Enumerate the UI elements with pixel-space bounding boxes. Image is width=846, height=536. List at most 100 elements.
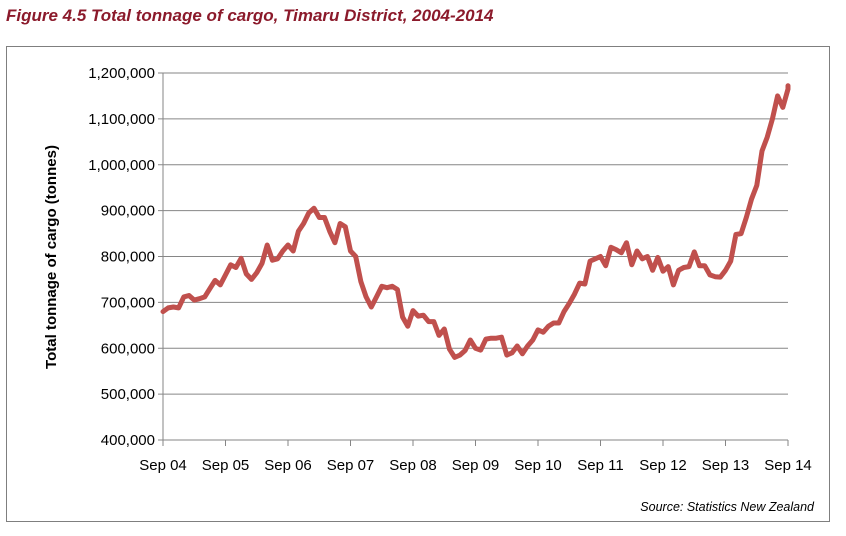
x-tick-label: Sep 09 (452, 457, 500, 474)
data-point (381, 285, 383, 287)
data-point (433, 321, 435, 323)
source-note: Source: Statistics New Zealand (640, 500, 815, 514)
data-point (537, 329, 539, 331)
data-point (474, 347, 477, 349)
y-tick-label: 600,000 (101, 340, 155, 357)
data-point (563, 311, 565, 313)
data-point (652, 269, 654, 271)
data-point (250, 278, 253, 280)
data-point (709, 274, 711, 276)
data-point (605, 265, 607, 267)
data-point (318, 216, 320, 219)
data-point (766, 136, 768, 138)
data-point (183, 296, 185, 298)
data-point (235, 266, 237, 269)
data-point (495, 337, 497, 339)
data-point (370, 306, 372, 308)
data-point (636, 250, 638, 252)
data-point (209, 288, 211, 290)
data-point (198, 298, 201, 300)
data-point (271, 259, 273, 261)
y-tick-label: 700,000 (101, 294, 155, 311)
x-tick-labels: Sep 04 Sep 05 Sep 06 Sep 07 Sep 08 Sep 09 Sep … (139, 457, 812, 474)
series-line (160, 83, 791, 360)
data-point (589, 260, 591, 262)
data-point (553, 322, 555, 324)
data-point (245, 273, 247, 275)
data-point (422, 314, 424, 316)
data-point (287, 244, 289, 246)
y-tick-label: 800,000 (101, 249, 155, 266)
chart-title: Figure 4.5 Total tonnage of cargo, Timar… (6, 6, 494, 25)
data-point (584, 283, 586, 285)
data-point (662, 270, 664, 272)
x-tick-label: Sep 06 (264, 457, 312, 474)
axes (158, 72, 789, 446)
data-point (641, 258, 643, 260)
data-point (308, 212, 310, 214)
series-group (160, 83, 791, 360)
data-point (396, 288, 398, 291)
data-point (573, 293, 576, 295)
x-tick-label: Sep 12 (639, 457, 687, 474)
data-point (329, 230, 331, 232)
data-point (620, 252, 622, 254)
data-point (787, 85, 789, 87)
data-point (344, 226, 346, 228)
y-tick-label: 500,000 (101, 386, 155, 403)
data-point (667, 266, 669, 268)
data-point (256, 272, 258, 274)
data-point (610, 246, 612, 248)
data-point (339, 222, 341, 225)
chart-frame (6, 46, 830, 522)
data-point (787, 88, 789, 90)
data-point (782, 106, 784, 108)
data-point (594, 258, 596, 260)
data-point (188, 294, 190, 297)
data-point (527, 345, 529, 347)
data-point (693, 251, 695, 253)
data-point (521, 353, 524, 355)
data-point (777, 95, 779, 97)
data-point (704, 265, 706, 267)
data-point (714, 276, 716, 278)
data-point (678, 269, 680, 271)
data-point (740, 233, 742, 235)
data-point (547, 325, 550, 327)
data-point (407, 325, 409, 327)
data-point (448, 348, 451, 350)
data-point (459, 354, 461, 356)
data-point (657, 256, 659, 258)
data-point (204, 296, 206, 298)
data-point (646, 255, 649, 258)
data-point (756, 184, 758, 186)
data-point (438, 334, 440, 336)
x-tick-label: Sep 08 (389, 457, 437, 474)
data-point (355, 255, 357, 258)
data-point (375, 296, 378, 298)
y-tick-labels: 400,000 500,000 600,000 700,000 800,000 900,0… (88, 65, 155, 449)
data-point (532, 339, 534, 341)
data-point (506, 354, 508, 356)
data-point (490, 337, 492, 339)
data-point (672, 284, 675, 286)
data-point (349, 250, 352, 252)
data-point (360, 281, 362, 283)
data-point (761, 150, 763, 152)
data-point (615, 249, 617, 251)
data-point (719, 276, 721, 278)
data-point (735, 233, 737, 236)
y-tick-label: 1,000,000 (88, 157, 155, 174)
data-point (485, 338, 487, 340)
data-point (730, 260, 732, 262)
data-point (178, 307, 180, 309)
data-point (365, 296, 367, 298)
data-point (558, 322, 560, 324)
data-point (266, 244, 268, 246)
data-point (167, 307, 169, 309)
y-tick-label: 400,000 (101, 432, 155, 449)
data-point (724, 269, 727, 271)
y-tick-label: 1,200,000 (88, 65, 155, 82)
data-point (516, 345, 518, 347)
data-point (750, 198, 753, 200)
